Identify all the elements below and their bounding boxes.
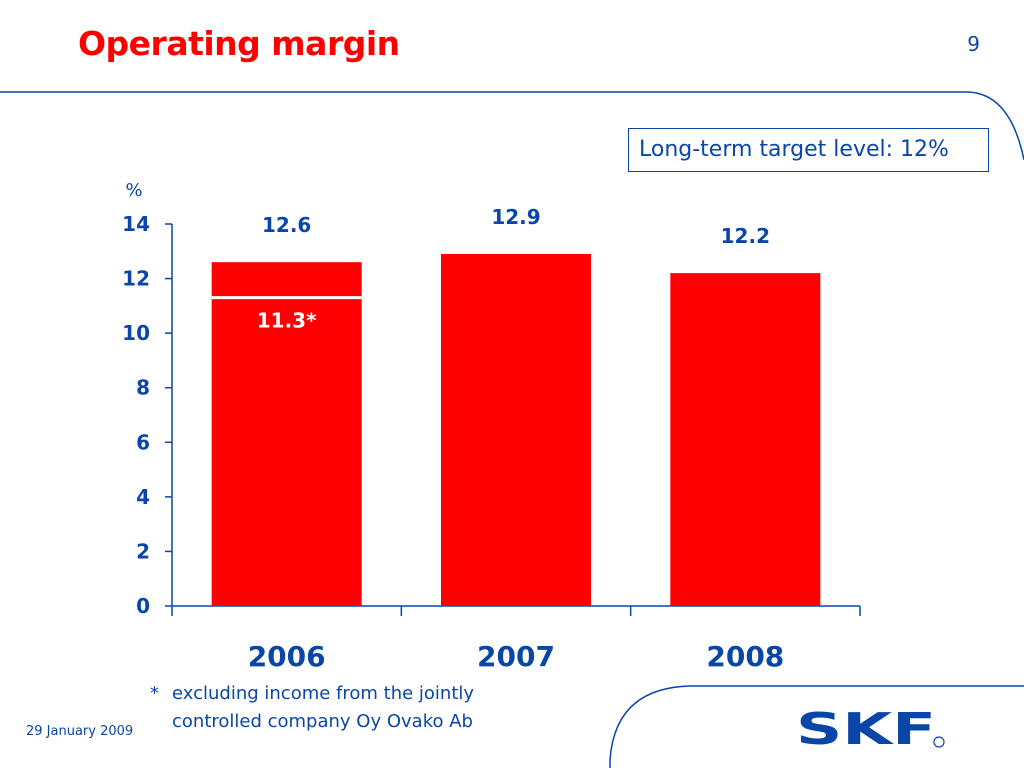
- y-tick-label: 14: [122, 212, 150, 236]
- data-label-2007: 12.9: [491, 205, 540, 229]
- y-tick-label: 0: [136, 594, 150, 618]
- page-title: Operating margin: [78, 24, 400, 63]
- bar-2008: [670, 273, 821, 606]
- y-tick-label: 8: [136, 376, 150, 400]
- svg-text:SKF: SKF: [796, 708, 936, 748]
- slide-date: 29 January 2009: [26, 724, 134, 739]
- y-tick-label: 4: [136, 485, 150, 509]
- y-axis-label: %: [125, 180, 142, 201]
- bar-2007: [441, 254, 591, 606]
- footnote-text: excluding income from the jointly contro…: [172, 683, 475, 732]
- y-tick-label: 12: [122, 267, 150, 291]
- x-tick-label-2008: 2008: [706, 640, 784, 673]
- inner-marker-label: 11.3*: [257, 309, 317, 333]
- y-tick-label: 10: [122, 321, 150, 345]
- data-label-2006: 12.6: [262, 213, 311, 237]
- skf-logo: SKF: [796, 708, 945, 748]
- y-tick-label: 2: [136, 539, 150, 563]
- y-tick-label: 6: [136, 430, 150, 454]
- x-tick-label-2006: 2006: [248, 640, 326, 673]
- page-number: 9: [967, 32, 980, 56]
- target-level-box: Long-term target level: 12%: [628, 128, 989, 172]
- x-tick-label-2007: 2007: [477, 640, 555, 673]
- footnote: * excluding income from the jointly cont…: [150, 680, 532, 736]
- data-label-2008: 12.2: [721, 224, 770, 248]
- bar-2006: [211, 262, 362, 606]
- footnote-marker: *: [150, 683, 159, 704]
